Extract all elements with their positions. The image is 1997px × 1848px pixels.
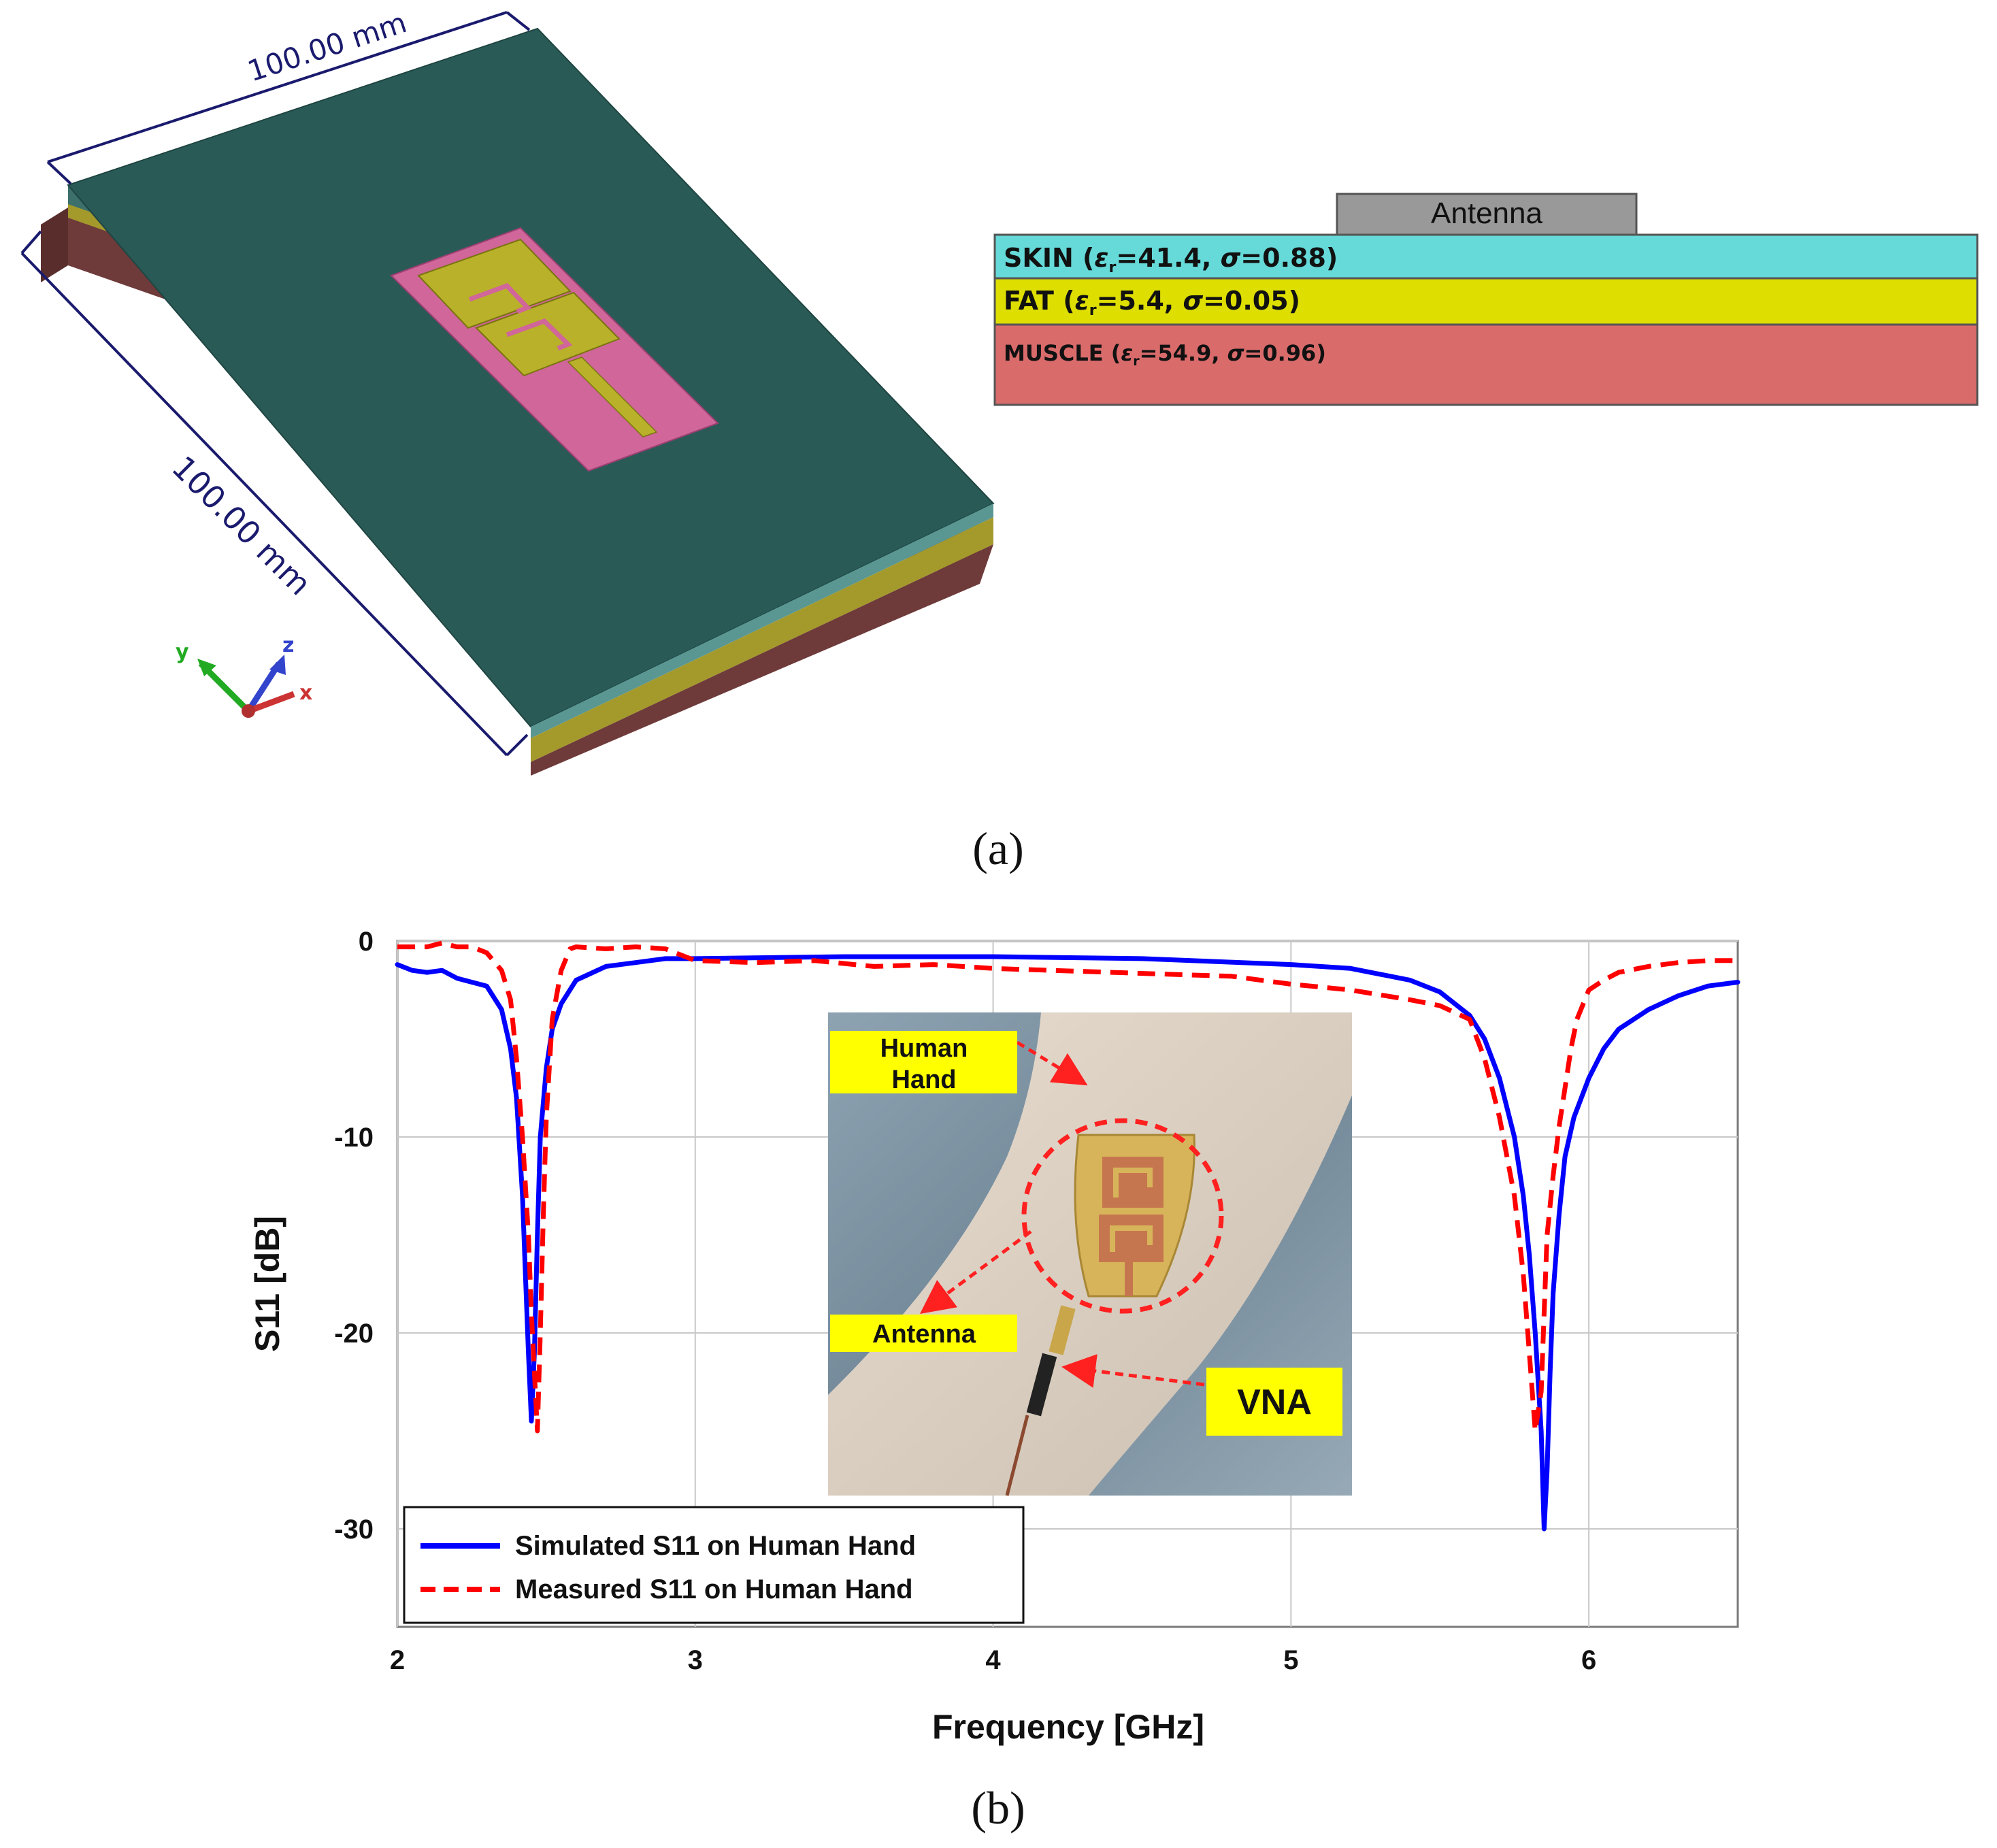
inset-antenna-slots: [1110, 1168, 1153, 1252]
legend-box: [403, 1506, 1025, 1624]
stack-antenna-label: Antenna: [1431, 197, 1542, 230]
tissue-3d-model: 100.00 mm 100.00 mm y z x: [20, 5, 995, 776]
inset-cable-sleeve: [1026, 1353, 1057, 1417]
stack-muscle-label: MUSCLE (εr=54.9, σ=0.96): [1004, 340, 1326, 369]
muscle-layer-front-left: [41, 208, 68, 282]
dimension-top: [46, 11, 531, 185]
stack-skin-layer: [993, 233, 1979, 280]
label-antenna: Antenna: [872, 1320, 976, 1349]
chart-legend: Simulated S11 on Human Hand Measured S11…: [403, 1506, 1025, 1624]
y-tick-label: -20: [334, 1319, 374, 1349]
axis-z-label: z: [282, 633, 294, 657]
y-tick-label: -30: [334, 1515, 374, 1545]
x-axis-label: Frequency [GHz]: [932, 1708, 1204, 1746]
x-tick-label: 6: [1581, 1645, 1596, 1675]
stack-skin-label: SKIN (εr=41.4, σ=0.88): [1004, 243, 1338, 276]
y-axis-label: S11 [dB]: [248, 1216, 286, 1352]
s11-chart: 2 3 4 5 6 0 -10 -20 -30 Human Hand: [248, 927, 1740, 1746]
label-vna: VNA: [1237, 1383, 1312, 1422]
dimension-side-label: 100.00 mm: [165, 449, 318, 603]
inset-highlight-circle: [1021, 1118, 1224, 1314]
axis-y-label: y: [176, 640, 189, 664]
inset-photo: Human Hand Antenna VNA: [828, 1012, 1352, 1496]
inset-connector: [1049, 1305, 1076, 1355]
label-box-antenna: [830, 1315, 1017, 1352]
dimension-side: [20, 230, 529, 757]
label-hand: Human Hand: [880, 1034, 968, 1094]
x-tick-label: 3: [688, 1645, 703, 1675]
caption-b: (b): [971, 1782, 1025, 1834]
antenna-patch-upper: [417, 238, 572, 329]
stack-fat-label: FAT (εr=5.4, σ=0.05): [1004, 286, 1300, 319]
arrow-vna: [1061, 1354, 1205, 1388]
front-edge-base: [531, 544, 993, 776]
antenna-patch-lower: [475, 291, 621, 377]
series-line-measured: [397, 940, 1738, 1434]
inset-cable: [1005, 1415, 1029, 1496]
y-tick-label: 0: [359, 927, 374, 957]
series-line-simulated: [395, 954, 1740, 1532]
tissue-stack-diagram: Antenna SKIN (εr=41.4, σ=0.88) FAT (εr=5…: [993, 193, 1979, 406]
stack-antenna-block: [1336, 193, 1638, 236]
chart-ticks: 2 3 4 5 6 0 -10 -20 -30: [334, 927, 1596, 1675]
inset-antenna-patch: [1099, 1157, 1163, 1296]
legend-label-simulated: Simulated S11 on Human Hand: [515, 1531, 916, 1561]
label-box-hand: [830, 1031, 1017, 1093]
axis-x-label: x: [299, 681, 312, 705]
antenna-slot-lower: [506, 318, 573, 351]
front-edge-fat: [531, 517, 993, 762]
x-tick-label: 5: [1283, 1645, 1298, 1675]
front-edge-muscle: [531, 504, 993, 738]
stack-fat-layer: [993, 277, 1979, 326]
coordinate-axes-icon: y z x: [176, 633, 312, 718]
y-tick-label: -10: [334, 1123, 374, 1153]
stack-muscle-layer: [993, 323, 1979, 406]
dimension-top-label: 100.00 mm: [244, 5, 410, 88]
label-box-vna: [1206, 1368, 1342, 1436]
antenna-feed-line: [567, 357, 658, 438]
chart-series: [395, 940, 1740, 1532]
x-tick-label: 2: [390, 1645, 405, 1675]
legend-label-measured: Measured S11 on Human Hand: [515, 1574, 913, 1604]
antenna-slot-upper: [468, 282, 532, 314]
x-tick-label: 4: [985, 1645, 1001, 1675]
caption-a: (a): [972, 823, 1023, 874]
arrow-antenna: [919, 1230, 1032, 1314]
